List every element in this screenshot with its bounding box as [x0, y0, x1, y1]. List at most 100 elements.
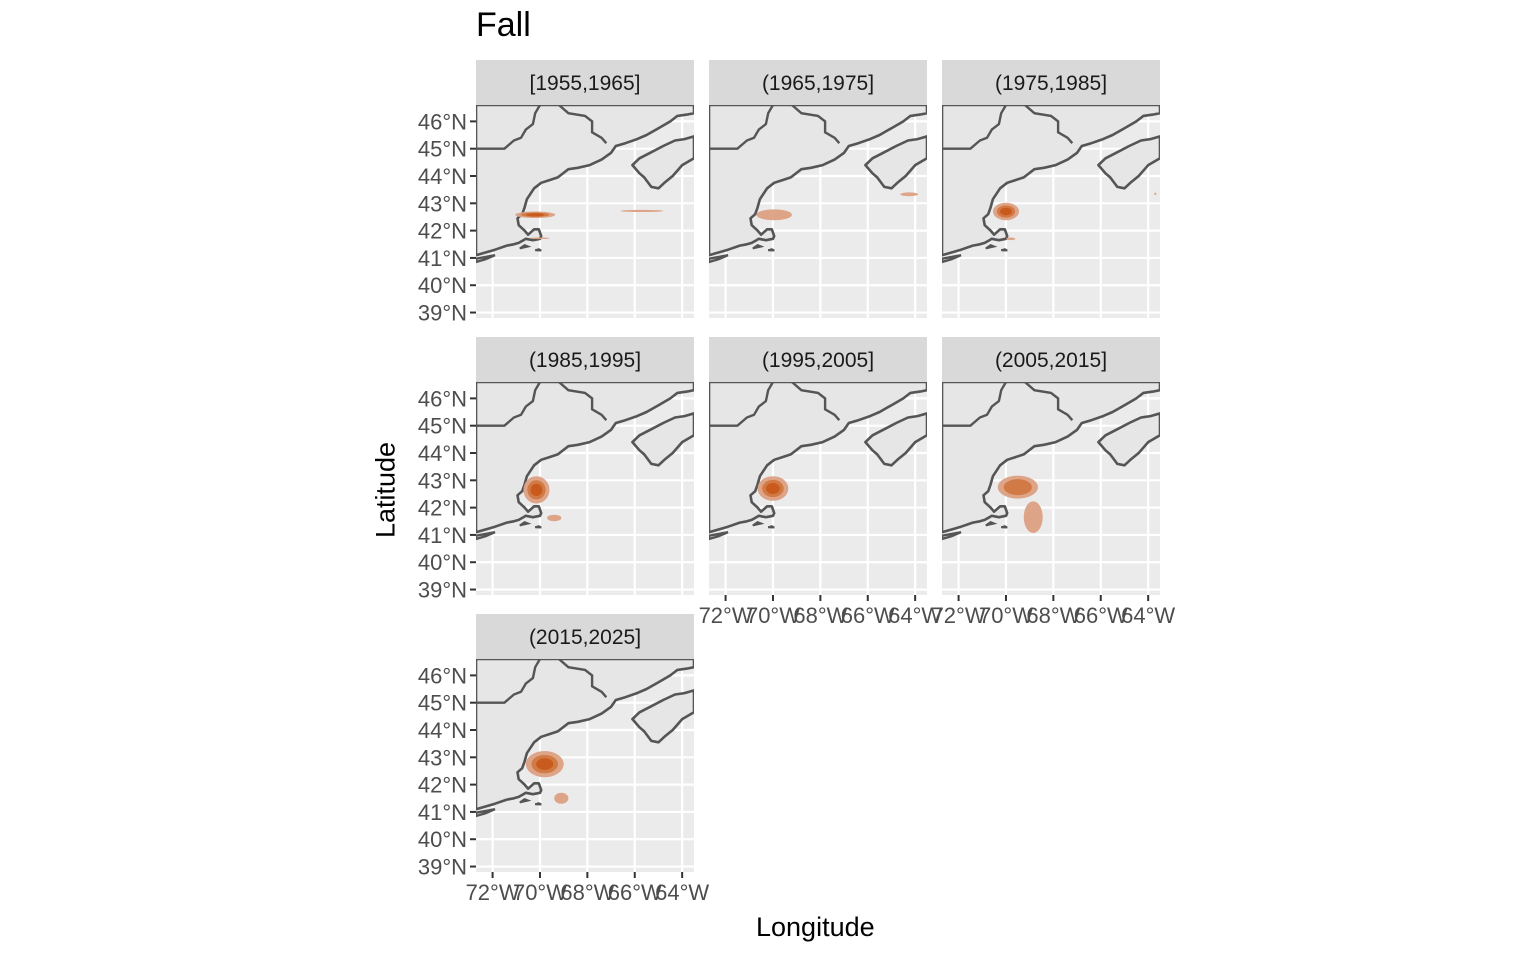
density-contour [1003, 479, 1032, 496]
density-contour [1154, 192, 1157, 195]
facet-panel: (2005,2015] 72°W70°W68°W66°W64°W [932, 337, 1175, 628]
x-tick-label: 64°W [888, 603, 942, 628]
facet-strip [476, 60, 694, 105]
y-tick-label: 39°N [418, 578, 467, 603]
facet-panel: (2015,2025] 46°N 45°N44°N43°N 42°N41°N40°N 3… [418, 614, 709, 905]
island [767, 248, 775, 252]
y-tick-label: 39°N [418, 855, 467, 880]
density-contour [756, 209, 792, 221]
island [1000, 525, 1008, 529]
nova-scotia-coast [864, 135, 927, 190]
y-tick-label: 46°N [418, 663, 467, 688]
border-line [476, 382, 542, 427]
facet-strip-label: (2005,2015] [995, 349, 1107, 372]
x-tick-label: 70°W [513, 880, 567, 905]
y-tick-label: 42°N [418, 496, 467, 521]
facet-strip-label: (1965,1975] [762, 72, 874, 95]
density-contour [554, 792, 569, 804]
mainland-coast [709, 105, 927, 257]
x-tick-label: 68°W [793, 603, 847, 628]
y-tick-label: 40°N [418, 550, 467, 575]
x-tick-label: 72°W [466, 880, 520, 905]
facet-strip [942, 337, 1160, 382]
nova-scotia-coast [864, 412, 927, 467]
facet-panel: (1995,2005] 72°W70°W68°W66°W64°W [699, 337, 942, 628]
long-island [476, 254, 496, 264]
y-tick-label: 39°N [418, 301, 467, 326]
y-tick-label: 45°N [418, 137, 467, 162]
border-line [1024, 382, 1074, 421]
y-tick-label: 42°N [418, 219, 467, 244]
island [985, 520, 998, 527]
y-tick-label: 45°N [418, 414, 467, 439]
long-island [476, 531, 496, 541]
y-tick-label: 44°N [418, 441, 467, 466]
border-line [791, 382, 841, 421]
density-contour [1000, 207, 1012, 216]
y-tick-label: 43°N [418, 191, 467, 216]
density-contour [547, 514, 562, 522]
y-tick-label: 41°N [418, 523, 467, 548]
x-tick-label: 64°W [655, 880, 709, 905]
long-island [709, 254, 729, 264]
island [752, 243, 765, 250]
density-contour [536, 758, 554, 771]
y-tick-label: 44°N [418, 164, 467, 189]
long-island [476, 808, 496, 818]
facet-strip [476, 337, 694, 382]
x-tick-label: 70°W [746, 603, 800, 628]
x-tick-label: 72°W [932, 603, 986, 628]
density-contour [1023, 501, 1043, 534]
density-contour [530, 237, 550, 240]
facet-strip-label: [1955,1965] [530, 72, 641, 95]
density-contour [766, 482, 780, 495]
border-line [558, 382, 608, 421]
island [1000, 248, 1008, 252]
density-contour [526, 213, 545, 217]
y-tick-label: 45°N [418, 691, 467, 716]
island [534, 525, 542, 529]
border-line [791, 105, 841, 144]
mainland-coast [709, 382, 927, 534]
border-line [942, 105, 1008, 150]
y-tick-label: 41°N [418, 246, 467, 271]
border-line [1024, 105, 1074, 144]
x-tick-label: 64°W [1121, 603, 1175, 628]
y-tick-label: 44°N [418, 718, 467, 743]
nova-scotia-coast [631, 135, 694, 190]
x-tick-label: 66°W [841, 603, 895, 628]
facet-strip [942, 60, 1160, 105]
island [519, 520, 532, 527]
facet-strip [709, 337, 927, 382]
island [534, 248, 542, 252]
island [519, 243, 532, 250]
border-line [709, 382, 775, 427]
x-tick-label: 66°W [608, 880, 662, 905]
facet-strip [476, 614, 694, 659]
border-line [709, 105, 775, 150]
x-axis-title: Longitude [756, 912, 875, 942]
facet-panel: [1955,1965] 46°N 45°N44°N43°N 42°N41°N40°N 3… [418, 60, 694, 326]
x-tick-label: 68°W [1026, 603, 1080, 628]
island [519, 797, 532, 804]
y-tick-label: 41°N [418, 800, 467, 825]
plot-title: Fall [476, 6, 531, 44]
density-contour [900, 192, 919, 197]
border-line [942, 382, 1008, 427]
facet-strip-label: (1975,1985] [995, 72, 1107, 95]
y-tick-label: 40°N [418, 827, 467, 852]
long-island [942, 254, 962, 264]
y-tick-label: 43°N [418, 745, 467, 770]
facet-strip-label: (1995,2005] [762, 349, 874, 372]
facet-panel: (1985,1995] 46°N 45°N44°N43°N 42°N41°N40°N 3… [418, 337, 694, 603]
island [752, 520, 765, 527]
nova-scotia-coast [1097, 135, 1160, 190]
border-line [476, 105, 542, 150]
mainland-coast [476, 382, 694, 534]
nova-scotia-coast [1097, 412, 1160, 467]
island [767, 525, 775, 529]
y-axis-title: Latitude [370, 441, 401, 539]
border-line [476, 659, 542, 704]
mainland-coast [942, 105, 1160, 257]
